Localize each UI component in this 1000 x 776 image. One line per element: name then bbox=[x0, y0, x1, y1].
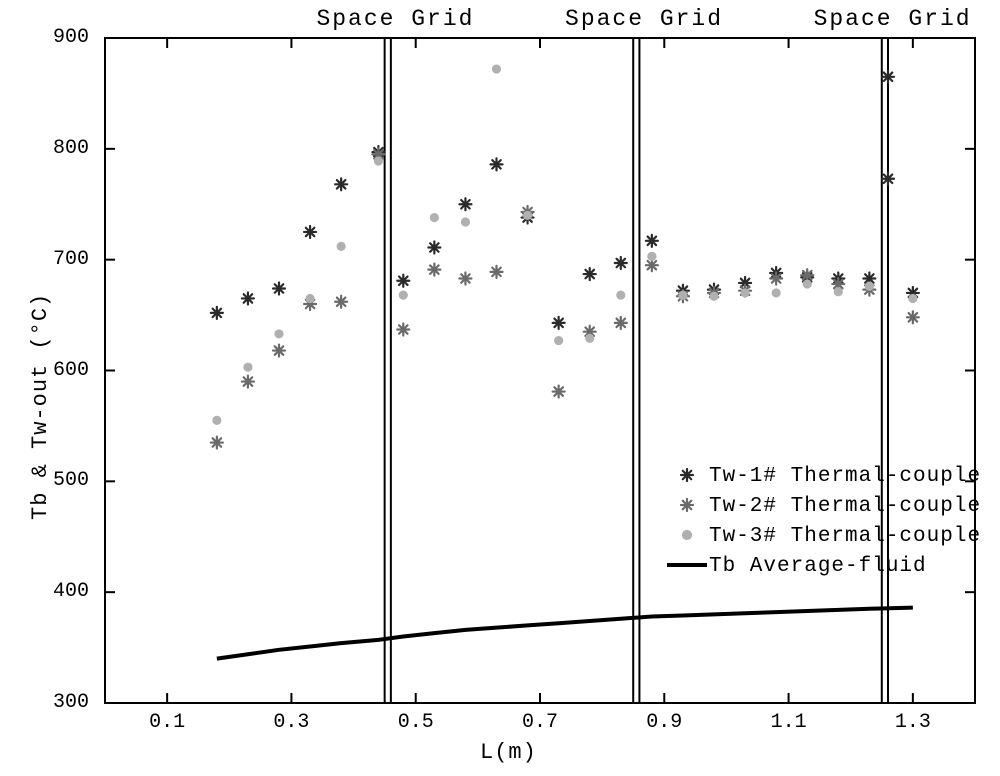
x-tick-label: 0.3 bbox=[273, 711, 309, 734]
legend-row: Tb Average-fluid bbox=[665, 555, 927, 578]
legend-label: Tb Average-fluid bbox=[709, 555, 927, 578]
legend-label: Tw-2# Thermal-couple bbox=[709, 495, 981, 518]
x-tick-label: 0.1 bbox=[149, 711, 185, 734]
legend-row: Tw-3# Thermal-couple bbox=[665, 525, 981, 548]
legend-label: Tw-3# Thermal-couple bbox=[709, 525, 981, 548]
x-tick-label: 1.3 bbox=[895, 711, 931, 734]
chart-container: Tb & Tw-out (°C) L(m) Space GridSpace Gr… bbox=[0, 0, 1000, 776]
legend-row: Tw-1# Thermal-couple bbox=[665, 465, 981, 488]
space-grid-annotation: Space Grid bbox=[565, 6, 723, 32]
x-tick-label: 1.1 bbox=[771, 711, 807, 734]
y-tick-label: 300 bbox=[53, 691, 89, 714]
legend-row: Tw-2# Thermal-couple bbox=[665, 495, 981, 518]
legend-label: Tw-1# Thermal-couple bbox=[709, 465, 981, 488]
space-grid-annotation: Space Grid bbox=[316, 6, 474, 32]
x-tick-label: 0.7 bbox=[522, 711, 558, 734]
y-tick-label: 600 bbox=[53, 359, 89, 382]
y-tick-label: 900 bbox=[53, 26, 89, 49]
plot-svg bbox=[0, 0, 1000, 776]
x-tick-label: 0.5 bbox=[398, 711, 434, 734]
y-tick-label: 500 bbox=[53, 469, 89, 492]
y-tick-label: 800 bbox=[53, 137, 89, 160]
space-grid-annotation: Space Grid bbox=[814, 6, 972, 32]
y-tick-label: 400 bbox=[53, 580, 89, 603]
y-tick-label: 700 bbox=[53, 248, 89, 271]
x-tick-label: 0.9 bbox=[646, 711, 682, 734]
